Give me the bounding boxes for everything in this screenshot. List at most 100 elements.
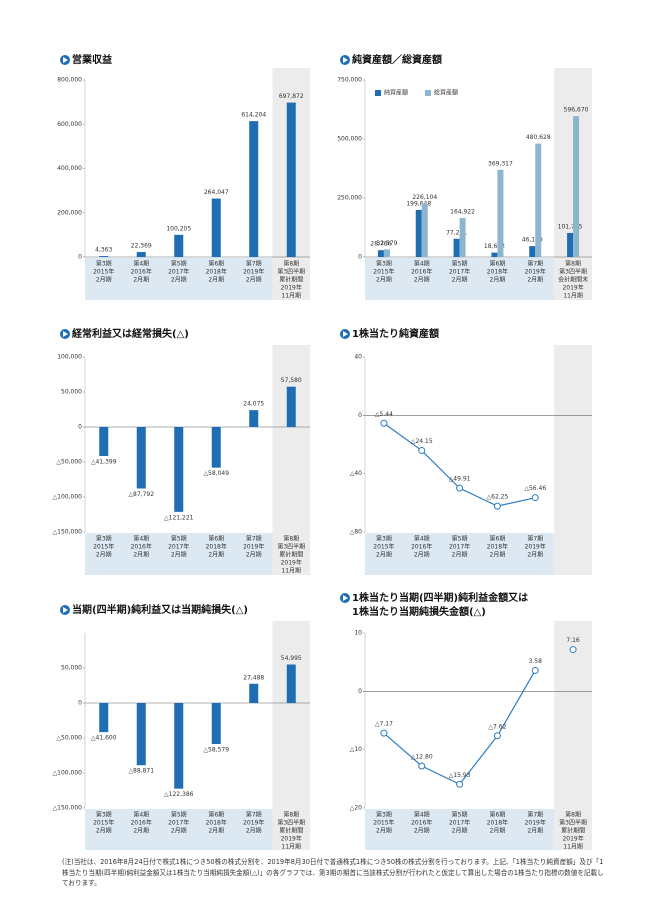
- x-tick-label: 2月期: [208, 276, 224, 284]
- x-tick-label: 第8期: [283, 535, 299, 543]
- x-tick-label: 2019年: [562, 284, 583, 292]
- legend-swatch: [375, 90, 381, 96]
- category-band: [85, 809, 273, 850]
- point: [493, 502, 501, 510]
- chart-title: 1株当たり純資産額: [352, 327, 439, 340]
- x-tick-label: 2月期: [414, 827, 430, 835]
- x-tick-label: 第7期: [527, 811, 543, 819]
- bar: [174, 703, 184, 789]
- y-tick-label: 100,000: [57, 354, 82, 361]
- x-tick-label: 2016年: [131, 543, 152, 551]
- footnote: (注)当社は、2016年8月24日付で株式1株につき50株の株式分割を、2019…: [62, 858, 604, 888]
- x-tick-label: 第3四半期: [277, 543, 305, 551]
- x-tick-label: 2015年: [93, 819, 114, 827]
- data-label: 101,795: [558, 223, 583, 230]
- data-label: 369,317: [488, 160, 513, 167]
- data-label: 22,369: [131, 243, 152, 250]
- data-label: 226,104: [412, 194, 437, 201]
- data-label: △41,399: [91, 458, 117, 465]
- data-label: △41,600: [91, 735, 117, 742]
- x-tick-label: 第8期: [565, 260, 581, 268]
- x-tick-label: 第8期: [283, 811, 299, 819]
- x-tick-label: 第4期: [133, 535, 149, 543]
- last-column-shade: [272, 345, 310, 575]
- data-label: 480,628: [526, 134, 551, 141]
- x-tick-label: 2月期: [490, 551, 506, 559]
- x-tick-label: 第3期: [96, 260, 112, 268]
- bar: [459, 218, 466, 257]
- x-tick-label: 2017年: [168, 268, 189, 276]
- category-band: [365, 809, 555, 850]
- x-tick-label: 2017年: [449, 543, 470, 551]
- x-tick-label: 第3期: [376, 260, 392, 268]
- bar: [211, 198, 221, 257]
- y-tick-label: △50,000: [56, 459, 82, 466]
- x-tick-label: 2月期: [208, 827, 224, 835]
- bar: [136, 703, 146, 766]
- x-tick-label: 2019年: [525, 268, 546, 276]
- line: [383, 422, 536, 507]
- y-tick-label: 0: [358, 688, 362, 695]
- y-tick-label: 400,000: [57, 165, 82, 172]
- category-band: [85, 258, 273, 300]
- bar: [453, 238, 460, 257]
- data-label: △121,221: [164, 514, 194, 521]
- title-icon-arrow: [343, 331, 348, 337]
- x-tick-label: 2月期: [376, 551, 392, 559]
- x-tick-label: 11月期: [281, 292, 301, 300]
- x-tick-label: 2019年: [525, 819, 546, 827]
- legend-label: 総資産額: [434, 89, 458, 97]
- x-tick-label: 第6期: [490, 811, 506, 819]
- x-tick-label: 2月期: [376, 276, 392, 284]
- x-tick-label: 累計期間: [279, 276, 303, 284]
- bar: [421, 203, 428, 257]
- x-tick-label: 2017年: [449, 819, 470, 827]
- x-tick-label: 11月期: [281, 567, 301, 575]
- x-tick-label: 2月期: [490, 276, 506, 284]
- data-label: △24.15: [411, 438, 433, 445]
- bar: [136, 252, 146, 257]
- y-tick-label: △100,000: [53, 494, 83, 501]
- x-tick-label: 2017年: [449, 268, 470, 276]
- x-tick-label: 2月期: [133, 827, 149, 835]
- point: [456, 484, 464, 492]
- bar: [573, 116, 580, 257]
- x-tick-label: 2月期: [96, 827, 112, 835]
- x-tick-label: 2015年: [373, 819, 394, 827]
- data-label: 54,995: [281, 655, 302, 662]
- data-label: △58,049: [203, 470, 229, 477]
- x-tick-label: 2月期: [133, 276, 149, 284]
- x-tick-label: 2019年: [243, 543, 264, 551]
- x-tick-label: 第5期: [452, 811, 468, 819]
- y-tick-label: 0: [358, 412, 362, 419]
- data-label: △56.46: [524, 485, 546, 492]
- bar: [99, 703, 109, 733]
- x-tick-label: 第6期: [208, 535, 224, 543]
- x-tick-label: 2月期: [452, 276, 468, 284]
- bar: [286, 386, 296, 427]
- bar: [249, 121, 259, 258]
- bar: [377, 250, 384, 257]
- x-tick-label: 2017年: [168, 819, 189, 827]
- x-tick-label: 2019年: [281, 835, 302, 843]
- y-tick-label: △100,000: [53, 770, 83, 777]
- point: [456, 780, 464, 788]
- x-tick-label: 第4期: [414, 811, 430, 819]
- y-tick-label: 0: [78, 700, 82, 707]
- chart-title: 営業収益: [72, 53, 112, 66]
- y-tick-label: △150,000: [53, 529, 83, 536]
- x-tick-label: 2月期: [133, 551, 149, 559]
- x-tick-label: 2018年: [206, 543, 227, 551]
- x-tick-label: 2016年: [411, 268, 432, 276]
- data-label: △122,386: [164, 791, 194, 798]
- bar: [249, 683, 259, 703]
- chart-title: 1株当たり当期純損失金額(△): [352, 605, 486, 618]
- x-tick-label: 第6期: [490, 260, 506, 268]
- data-label: 46,170: [522, 237, 543, 244]
- x-tick-label: 第3四半期: [559, 268, 587, 276]
- x-tick-label: 第3期: [96, 811, 112, 819]
- y-tick-label: 600,000: [57, 121, 82, 128]
- data-label: 18,682: [484, 243, 505, 250]
